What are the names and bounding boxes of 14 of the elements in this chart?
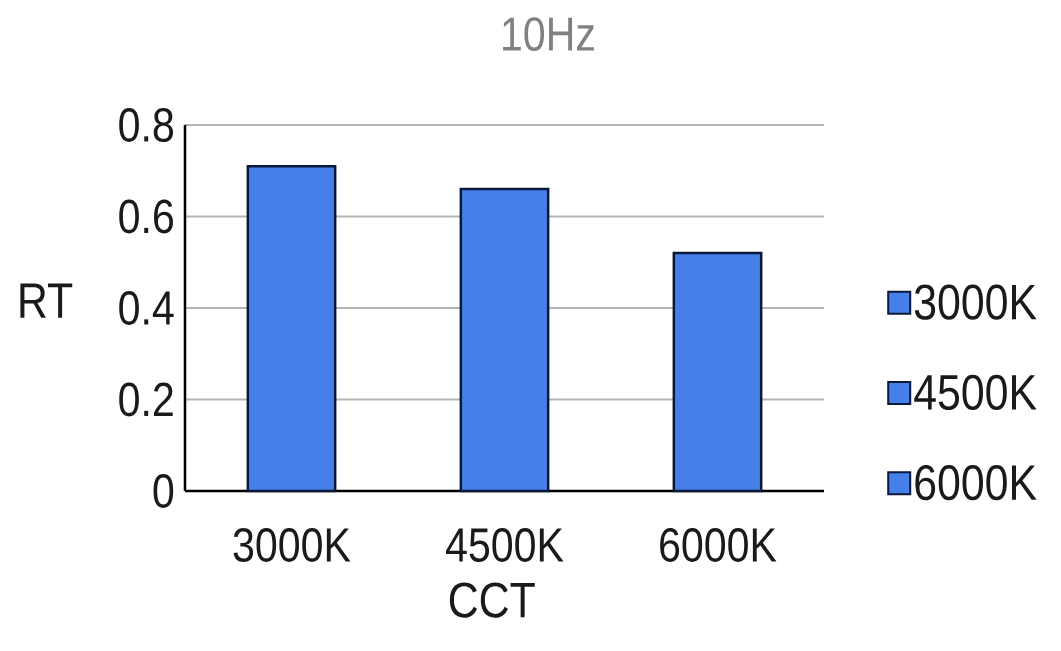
chart-title: 10Hz (503, 17, 594, 52)
legend-label: 3000K (914, 284, 1037, 320)
y-tick-label: 0 (153, 474, 174, 508)
legend-label: 6000K (915, 465, 1037, 501)
y-axis-title: RT (20, 283, 73, 318)
y-tick-label: 0.8 (119, 108, 174, 142)
y-tick-label: 0.2 (119, 382, 173, 417)
x-tick-label: 3000K (233, 528, 351, 562)
legend-label: 4500K (914, 374, 1037, 411)
y-tick-label: 0.6 (119, 199, 173, 234)
y-tick-label: 0.4 (119, 291, 174, 325)
x-tick-label: 4500K (445, 528, 564, 562)
x-tick-label: 6000K (660, 528, 777, 562)
x-axis-title: CCT (449, 582, 535, 618)
